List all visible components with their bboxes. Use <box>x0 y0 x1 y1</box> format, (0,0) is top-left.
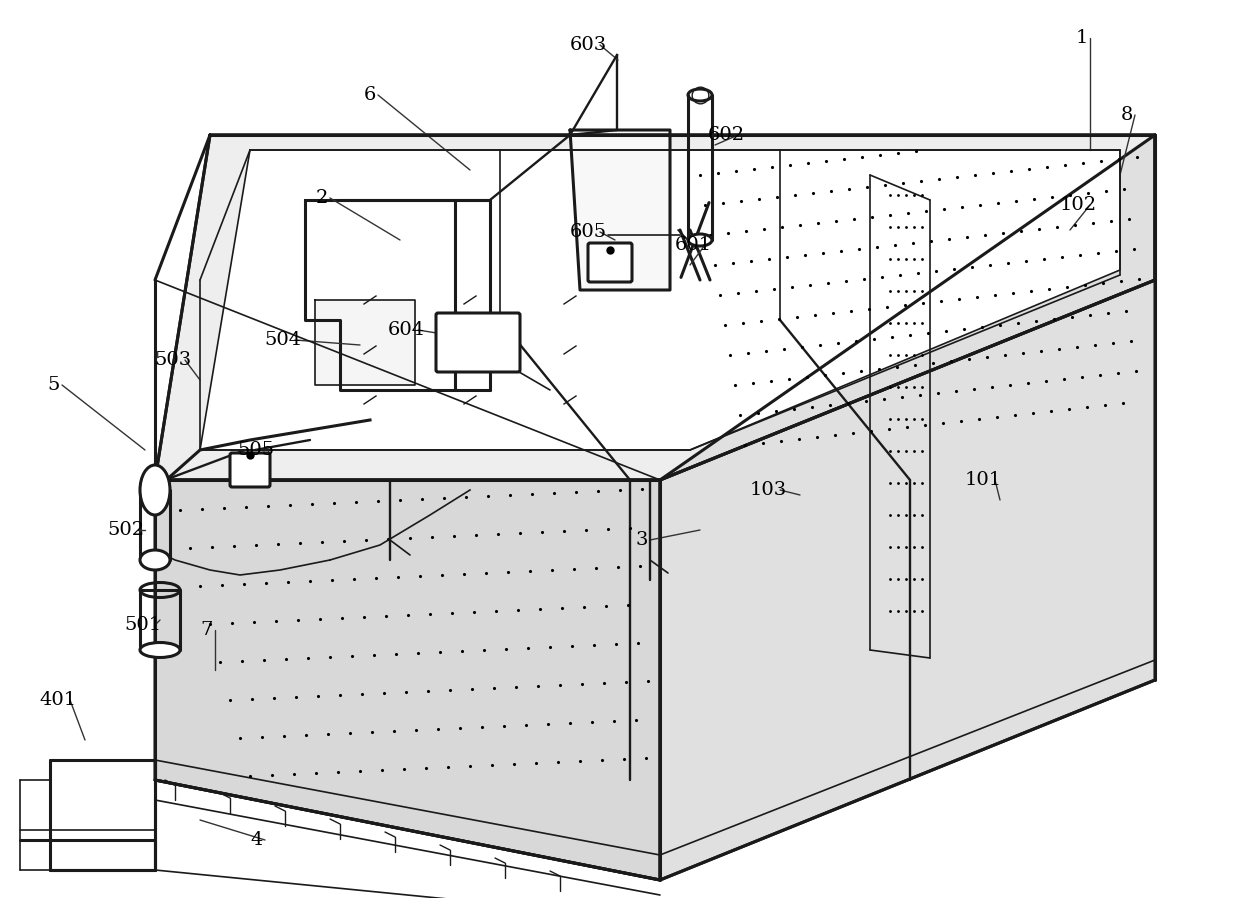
Polygon shape <box>660 135 1154 880</box>
Polygon shape <box>315 300 415 385</box>
Text: 502: 502 <box>108 521 145 539</box>
Text: 102: 102 <box>1059 196 1096 214</box>
FancyBboxPatch shape <box>436 313 520 372</box>
Text: 1: 1 <box>1076 29 1089 47</box>
Text: 503: 503 <box>154 351 192 369</box>
Text: 501: 501 <box>124 616 161 634</box>
Polygon shape <box>155 480 660 880</box>
Text: 5: 5 <box>48 376 61 394</box>
Text: 604: 604 <box>387 321 424 339</box>
Polygon shape <box>155 135 1154 480</box>
Text: 103: 103 <box>749 481 786 499</box>
Text: 605: 605 <box>569 223 606 241</box>
Text: 505: 505 <box>237 441 274 459</box>
Text: 6: 6 <box>363 86 376 104</box>
Polygon shape <box>155 135 1154 480</box>
Text: 8: 8 <box>1121 106 1133 124</box>
Polygon shape <box>200 150 1120 450</box>
Text: 3: 3 <box>636 531 649 549</box>
Ellipse shape <box>688 234 712 246</box>
Polygon shape <box>570 130 670 290</box>
Text: 7: 7 <box>201 621 213 639</box>
FancyBboxPatch shape <box>588 243 632 282</box>
Text: 4: 4 <box>250 831 263 849</box>
Ellipse shape <box>140 465 170 515</box>
Text: 603: 603 <box>569 36 606 54</box>
Polygon shape <box>305 200 455 390</box>
Text: 504: 504 <box>264 331 301 349</box>
Text: 401: 401 <box>40 691 77 709</box>
Text: 601: 601 <box>675 236 712 254</box>
Text: 2: 2 <box>316 189 329 207</box>
Ellipse shape <box>140 642 180 657</box>
Text: 101: 101 <box>965 471 1002 489</box>
FancyBboxPatch shape <box>229 453 270 487</box>
Ellipse shape <box>140 550 170 570</box>
Text: 602: 602 <box>708 126 744 144</box>
